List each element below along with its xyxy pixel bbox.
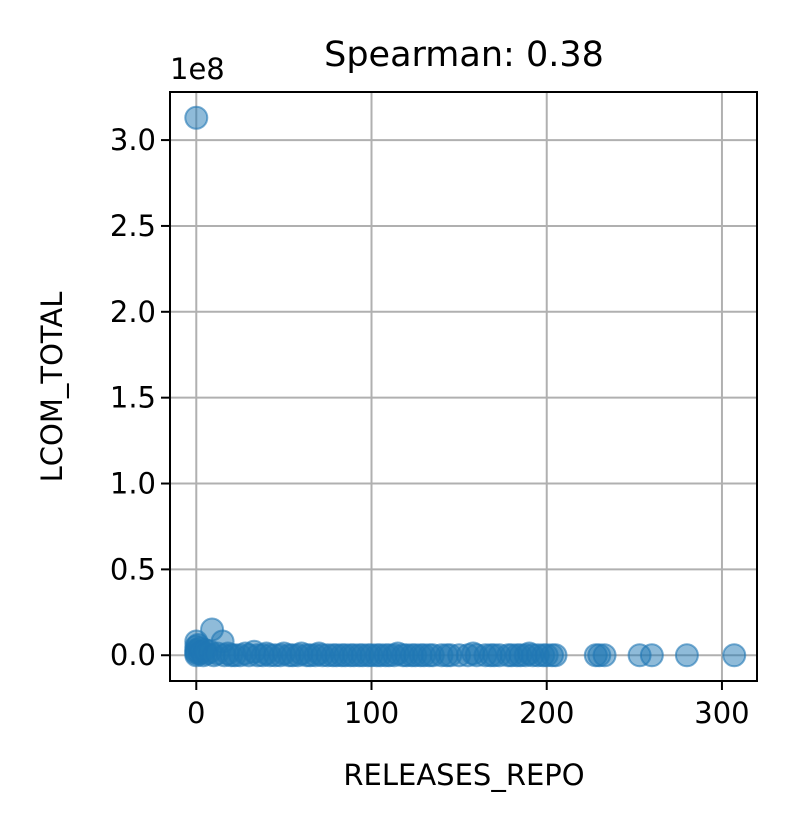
y-axis-label: LCOM_TOTAL bbox=[35, 292, 69, 483]
chart-title: Spearman: 0.38 bbox=[324, 35, 604, 75]
x-tick-label: 200 bbox=[519, 696, 574, 730]
y-tick-label: 0.5 bbox=[110, 552, 156, 586]
scatter-point bbox=[639, 643, 664, 668]
x-axis-ticks: 0 100 200 300 bbox=[187, 681, 750, 730]
x-axis-label: RELEASES_REPO bbox=[343, 758, 584, 792]
y-tick-label: 2.0 bbox=[110, 295, 156, 329]
scatter-point bbox=[184, 105, 209, 130]
y-tick-label: 1.0 bbox=[110, 467, 156, 501]
scatter-point bbox=[543, 643, 568, 668]
x-tick-label: 100 bbox=[344, 696, 399, 730]
y-tick-label: 3.0 bbox=[110, 123, 156, 157]
y-axis-offset-text: 1e8 bbox=[170, 52, 225, 86]
scatter-point bbox=[722, 643, 747, 668]
plot-frame bbox=[169, 91, 758, 682]
grid-lines bbox=[170, 92, 757, 681]
y-tick-label: 0.0 bbox=[110, 638, 156, 672]
data-points bbox=[184, 105, 747, 668]
y-tick-label: 1.5 bbox=[110, 381, 156, 415]
scatter-point bbox=[592, 643, 617, 668]
scatter-point bbox=[674, 643, 699, 668]
x-tick-label: 300 bbox=[694, 696, 749, 730]
y-tick-label: 2.5 bbox=[110, 209, 156, 243]
x-tick-label: 0 bbox=[187, 696, 205, 730]
y-axis-ticks: 0.0 0.5 1.0 1.5 2.0 2.5 3.0 bbox=[110, 123, 170, 672]
